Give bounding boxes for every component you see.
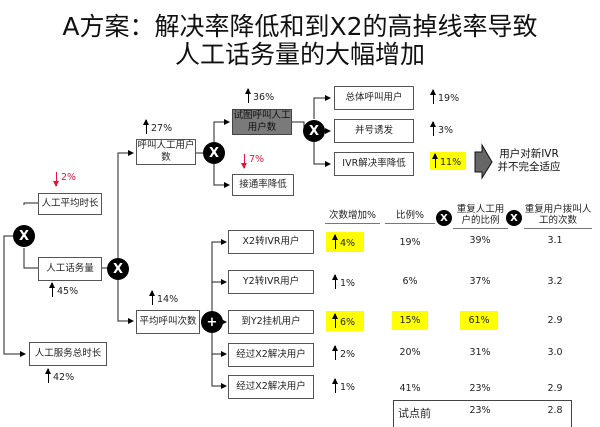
avg-duration-label: 人工平均时长 <box>41 198 99 209</box>
row-increase: 1% <box>326 378 364 393</box>
total-callers-label: 总体呼叫用户 <box>345 92 403 103</box>
total-service-time-label: 人工服务总时长 <box>34 348 102 359</box>
header-repeat-ratio: 重复人工用户的比例 <box>453 204 508 229</box>
decrease-arrow-icon <box>241 154 247 169</box>
callers-box: 呼叫人工用户数 <box>136 139 196 165</box>
increase-arrow-icon <box>430 89 436 104</box>
merge-label: 并号诱发 <box>354 125 393 136</box>
baseline-label: 试点前 <box>398 407 431 420</box>
ivr-resolution-label: IVR解决率降低 <box>342 158 406 169</box>
increase-arrow-icon <box>45 368 51 383</box>
attempt-callers-label: 试图呼叫人工用户数 <box>233 110 291 133</box>
callers-change: 27% <box>143 119 172 134</box>
row-share: 15% <box>392 311 428 330</box>
decrease-arrow-icon <box>53 172 59 187</box>
increase-arrow-icon <box>49 282 55 297</box>
multiply-operator-attempt: X <box>303 120 325 142</box>
row-label-box: X2转IVR用户 <box>228 230 314 254</box>
row-label: 经过X2解决用户 <box>236 349 306 360</box>
multiply-operator-callers: X <box>203 142 225 164</box>
volume-box: 人工话务量 <box>38 257 102 281</box>
increase-arrow-icon <box>430 121 436 136</box>
baseline-repeat-ratio: 23% <box>469 405 491 416</box>
attempt-callers-change: 36% <box>245 88 274 103</box>
avg-calls-change: 14% <box>149 290 178 305</box>
row-repeat-ratio: 31% <box>469 347 491 358</box>
increase-arrow-icon <box>245 88 251 103</box>
page-title-line2: 人工话务量的大幅增加 <box>174 40 425 69</box>
avg-calls-label: 平均呼叫次数 <box>139 316 197 327</box>
header-multiply-icon: X <box>506 210 522 226</box>
avg-duration-change: 2% <box>53 172 76 187</box>
header-repeat-calls: 重复用户拨叫人工的次数 <box>524 204 592 229</box>
row-repeat-calls: 2.9 <box>547 383 563 394</box>
row-increase: 2% <box>326 345 364 360</box>
row-label-box: 经过X2解决用户 <box>228 375 314 399</box>
increase-arrow-icon <box>331 345 338 360</box>
row-increase: 6% <box>326 311 364 331</box>
row-label: 到Y2挂机用户 <box>241 316 301 327</box>
increase-arrow-icon <box>331 234 338 249</box>
ivr-resolution-change: 11% <box>430 152 467 170</box>
row-repeat-calls: 3.0 <box>547 347 563 358</box>
baseline-box <box>393 400 572 427</box>
row-share: 6% <box>402 276 418 287</box>
increase-arrow-icon <box>149 290 155 305</box>
row-share: 41% <box>399 383 421 394</box>
baseline-repeat-calls: 2.8 <box>547 405 563 416</box>
total-service-time-box: 人工服务总时长 <box>29 342 107 366</box>
volume-change: 45% <box>49 282 78 297</box>
total-service-time-change: 42% <box>45 368 74 383</box>
increase-arrow-icon <box>331 313 338 328</box>
multiply-operator-root: X <box>13 225 35 247</box>
increase-arrow-icon <box>331 274 338 289</box>
row-repeat-calls: 2.9 <box>547 315 563 326</box>
page-title-line1: A方案：解决率降低和到X2的高掉线率导致 <box>62 12 538 41</box>
ivr-adaptation-note: 用户对新IVR并不完全适应 <box>497 148 561 173</box>
row-label: Y2转IVR用户 <box>242 276 300 287</box>
row-label-box: 到Y2挂机用户 <box>228 310 314 334</box>
increase-arrow-icon <box>143 119 149 134</box>
row-label-box: Y2转IVR用户 <box>228 270 314 294</box>
row-repeat-ratio: 39% <box>469 235 491 246</box>
connect-rate-change: 7% <box>241 154 264 169</box>
merge-change: 3% <box>430 121 453 136</box>
volume-label: 人工话务量 <box>46 263 94 274</box>
connect-rate-box: 接通率降低 <box>232 174 294 196</box>
row-repeat-ratio: 23% <box>469 383 491 394</box>
header-multiply-icon: X <box>436 210 452 226</box>
row-share: 19% <box>399 237 421 248</box>
row-repeat-calls: 3.2 <box>547 276 563 287</box>
connect-rate-label: 接通率降低 <box>239 179 287 190</box>
row-repeat-ratio: 37% <box>469 276 491 287</box>
total-callers-box: 总体呼叫用户 <box>334 86 414 110</box>
total-callers-change: 19% <box>430 89 459 104</box>
merge-box: 并号诱发 <box>334 119 414 143</box>
row-label: 经过X2解决用户 <box>236 381 306 392</box>
row-repeat-ratio: 61% <box>460 311 498 330</box>
callers-label: 呼叫人工用户数 <box>137 140 195 163</box>
increase-arrow-icon <box>432 153 438 168</box>
row-repeat-calls: 3.1 <box>547 235 563 246</box>
multiply-operator-volume: X <box>107 258 129 280</box>
row-label-box: 经过X2解决用户 <box>228 343 314 367</box>
header-share: 比例% <box>385 210 435 224</box>
row-share: 20% <box>399 347 421 358</box>
row-label: X2转IVR用户 <box>242 236 300 247</box>
avg-duration-box: 人工平均时长 <box>38 193 102 215</box>
plus-operator: + <box>201 311 223 333</box>
attempt-callers-box: 试图呼叫人工用户数 <box>232 109 292 135</box>
ivr-resolution-box: IVR解决率降低 <box>334 152 414 176</box>
row-increase: 1% <box>326 274 364 289</box>
header-increase: 次数增加% <box>325 210 380 224</box>
increase-arrow-icon <box>331 378 338 393</box>
row-increase: 4% <box>326 232 364 252</box>
avg-calls-box: 平均呼叫次数 <box>136 310 200 334</box>
